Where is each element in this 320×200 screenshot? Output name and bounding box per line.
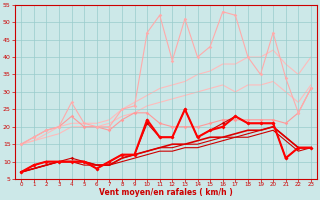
X-axis label: Vent moyen/en rafales ( km/h ): Vent moyen/en rafales ( km/h )	[99, 188, 233, 197]
